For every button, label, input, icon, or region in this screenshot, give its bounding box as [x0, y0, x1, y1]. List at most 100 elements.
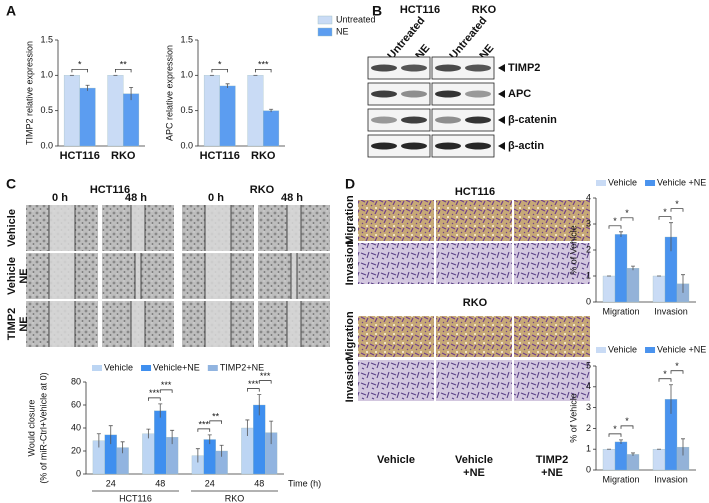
- bar: [154, 410, 167, 475]
- row-label: Vehicle: [6, 209, 18, 247]
- legend-label: Vehicle: [608, 344, 637, 354]
- cell-line: RKO: [472, 4, 497, 16]
- wound-gap: [49, 301, 75, 347]
- legend-swatch: [596, 180, 606, 186]
- error-bar: [681, 274, 685, 293]
- time-label: 0 h: [52, 192, 68, 204]
- error-bar: [631, 452, 635, 456]
- column-label: +NE: [541, 467, 563, 479]
- significance-label: ***: [199, 419, 210, 429]
- legend-swatch: [317, 27, 333, 37]
- bar: [203, 439, 216, 475]
- bar: [123, 93, 140, 147]
- blot-frame: [367, 56, 431, 80]
- error-bar: [669, 222, 673, 252]
- significance-label: *: [675, 199, 679, 209]
- bar: [63, 75, 80, 147]
- x-tick-label: 48: [155, 478, 165, 488]
- panel-label: A: [6, 3, 16, 19]
- significance-bracket: [620, 425, 634, 429]
- error-bar: [257, 394, 262, 416]
- significance-label: *: [675, 361, 679, 371]
- x-tick-label: HCT116: [60, 150, 100, 162]
- significance-bracket: [247, 388, 260, 392]
- error-bar: [129, 86, 134, 101]
- blot-band: [435, 90, 461, 98]
- significance-label: *: [663, 369, 667, 379]
- row-label: Vehicle: [6, 257, 18, 295]
- micrograph: [436, 316, 512, 357]
- y-tick-label: 1.0: [40, 70, 53, 80]
- column-label: Vehicle: [455, 454, 493, 466]
- protein-label: β-actin: [508, 140, 544, 152]
- blot-band: [465, 116, 491, 124]
- significance-bracket: [211, 68, 228, 73]
- wound-gap: [287, 301, 301, 347]
- significance-label: **: [120, 60, 128, 70]
- y-tick-label: 5: [586, 360, 591, 370]
- x-tick-label: RKO: [251, 150, 276, 162]
- x-tick-label: RKO: [111, 150, 136, 162]
- blot-band: [401, 116, 427, 124]
- error-bar: [269, 420, 274, 445]
- significance-label: ***: [161, 380, 172, 390]
- wound-gap: [131, 301, 145, 347]
- significance-bracket: [258, 380, 272, 384]
- x-tick-label: Invasion: [654, 306, 688, 316]
- bar: [652, 449, 666, 471]
- column-label: TIMP2: [536, 454, 568, 466]
- arrowhead: [498, 142, 505, 150]
- legend-swatch: [141, 365, 152, 371]
- blot-frame: [367, 134, 431, 158]
- y-tick-label: 1: [586, 444, 591, 454]
- protein-label: APC: [508, 88, 531, 100]
- arrowhead: [498, 116, 505, 124]
- legend-swatch: [596, 347, 606, 353]
- legend-label: Vehicle +NE: [657, 177, 706, 187]
- bar: [219, 85, 236, 147]
- blot-band: [401, 142, 427, 150]
- row-label: NE: [18, 268, 30, 283]
- wound-gap: [287, 205, 301, 251]
- significance-label: *: [663, 207, 667, 217]
- y-tick-label: 3: [586, 402, 591, 412]
- arrowhead: [498, 90, 505, 98]
- significance-label: ***: [260, 371, 271, 381]
- y-tick-label: 4: [586, 381, 591, 391]
- blot-frame: [431, 134, 495, 158]
- micrograph: [358, 200, 434, 241]
- row-label: TIMP2: [6, 308, 18, 340]
- y-tick-label: 0: [76, 468, 81, 478]
- micrograph: [514, 316, 590, 357]
- blot-band: [371, 90, 397, 98]
- y-tick-label: 0: [586, 296, 591, 306]
- bar: [626, 454, 640, 471]
- error-bar: [225, 83, 230, 89]
- y-axis-label: Would closure: [26, 400, 36, 457]
- significance-label: **: [212, 411, 220, 421]
- y-tick-label: 3: [586, 218, 591, 228]
- bar: [614, 234, 628, 303]
- significance-label: *: [218, 60, 222, 70]
- blot-frame: [431, 56, 495, 80]
- y-tick-label: 40: [71, 422, 81, 432]
- legend-label: Vehicle: [608, 177, 637, 187]
- significance-bracket: [658, 216, 672, 220]
- y-tick-label: 1: [586, 270, 591, 280]
- y-tick-label: 80: [71, 376, 81, 386]
- micrograph: [358, 360, 434, 401]
- wound-gap: [49, 205, 75, 251]
- panel-label: B: [372, 3, 382, 19]
- y-axis-label: % of Vehicle: [568, 393, 578, 443]
- cell-line: HCT116: [90, 184, 130, 196]
- micrograph: [514, 243, 590, 284]
- y-tick-label: 0.5: [40, 105, 53, 115]
- micrograph: [358, 316, 434, 357]
- bar: [602, 449, 616, 471]
- legend-swatch: [207, 365, 218, 371]
- error-bar: [195, 448, 200, 463]
- bar: [107, 75, 124, 147]
- row-label: Invasion: [344, 240, 356, 285]
- significance-label: *: [613, 424, 617, 434]
- error-bar: [219, 444, 224, 457]
